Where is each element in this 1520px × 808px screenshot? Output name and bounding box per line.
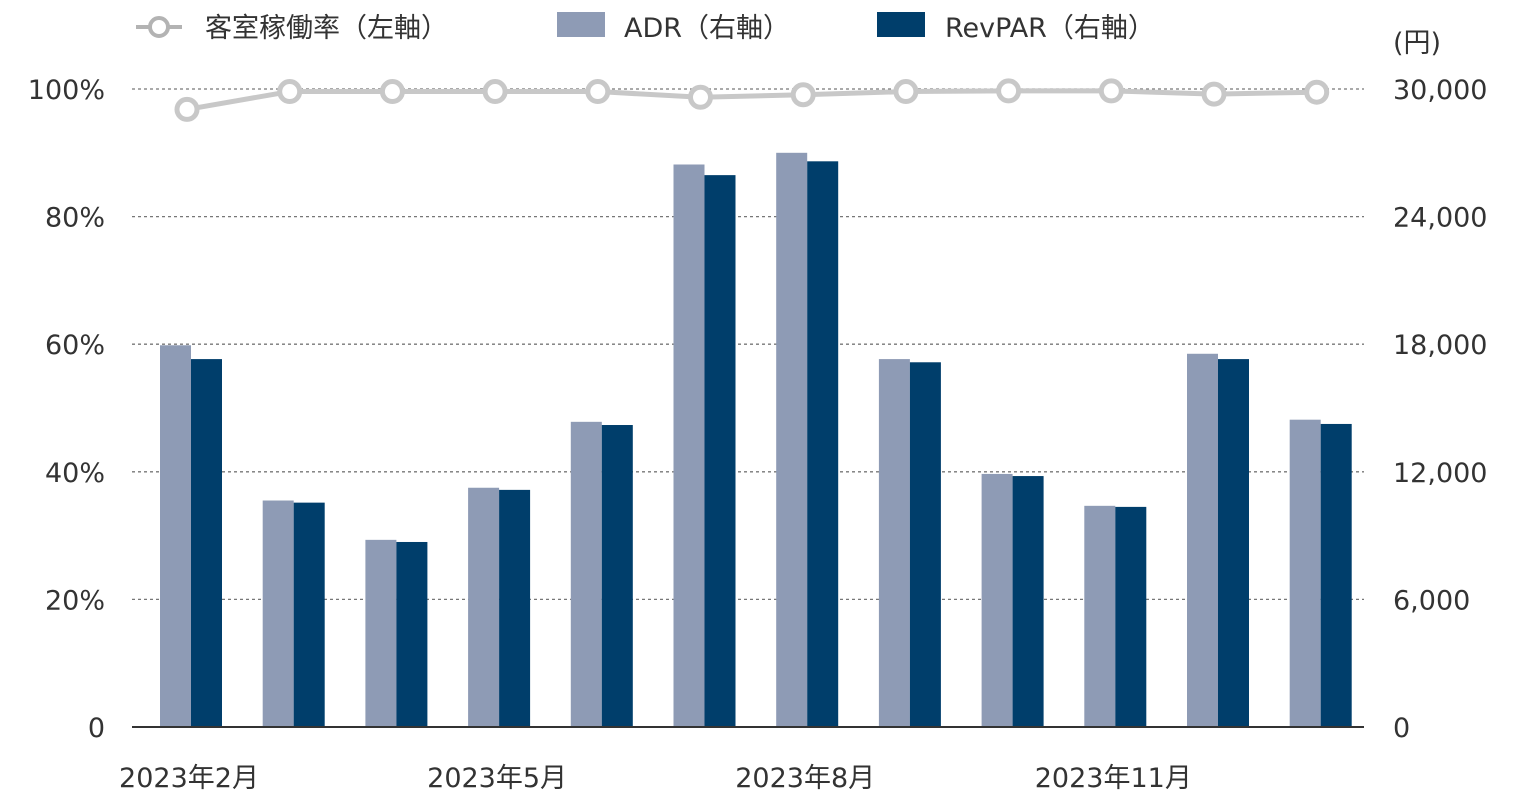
adr-bar [468,487,500,727]
revpar-bar [1218,359,1249,727]
adr-bar [1289,419,1321,727]
adr-bar [981,473,1013,727]
adr-bar [878,359,910,727]
x-tick-label: 2023年8月 [735,763,875,794]
left-tick-label: 40% [45,458,105,489]
legend-adr: ADR（右軸） [557,12,790,44]
left-tick-label: 0 [88,713,105,744]
adr-bar [570,421,602,727]
right-tick-label: 6,000 [1393,585,1470,616]
adr-bar [776,152,808,728]
left-axis: 0 20% 40% 60% 80% 100% [28,75,105,744]
occupancy-point [379,79,405,105]
revpar-bar [293,502,325,727]
right-tick-label: 24,000 [1393,203,1487,234]
x-tick-label: 2023年2月 [119,763,259,794]
legend-occupancy-marker [148,16,170,38]
occupancy-point [688,84,713,110]
legend-adr-label: ADR（右軸） [624,13,790,44]
adr-bar [365,539,397,727]
revpar-bar [396,541,428,727]
revpar-bar [807,161,839,728]
right-tick-label: 0 [1393,713,1410,744]
left-tick-label: 100% [28,75,105,106]
revpar-bar [909,362,941,727]
occupancy-point [277,79,303,105]
legend-revpar-label: RevPAR（右軸） [945,13,1155,44]
adr-bar [160,345,191,727]
x-axis: 2023年2月 2023年5月 2023年8月 2023年11月 [119,763,1192,794]
left-tick-label: 80% [45,203,105,234]
legend-adr-swatch [557,12,605,37]
revpar-bar [704,175,736,727]
occupancy-point [996,78,1022,104]
legend: 客室稼働率（左軸） ADR（右軸） RevPAR（右軸） [136,12,1155,44]
adr-bar [262,500,294,727]
occupancy-point [585,79,611,105]
revpar-bar [1320,423,1352,727]
left-tick-label: 60% [45,330,105,361]
right-tick-label: 18,000 [1393,330,1487,361]
occupancy-line-series [174,78,1330,122]
legend-revpar: RevPAR（右軸） [877,12,1155,44]
occupancy-point [1098,78,1124,104]
occupancy-point [1304,79,1330,105]
x-tick-label: 2023年11月 [1035,763,1192,794]
right-axis-unit: (円) [1393,28,1441,59]
revpar-bar [1012,476,1044,727]
x-tick-label: 2023年5月 [427,763,567,794]
revpar-bar [191,359,222,727]
bars [160,152,1352,728]
adr-bar [673,164,705,727]
occupancy-point [174,96,200,122]
occupancy-line [186,88,1317,112]
occupancy-point [482,79,508,105]
legend-revpar-swatch [877,12,925,37]
revpar-bar [601,425,633,727]
legend-occupancy-label: 客室稼働率（左軸） [205,13,448,44]
occupancy-point [790,82,816,108]
occupancy-point [1201,81,1227,107]
occupancy-point [893,79,919,105]
adr-bar [1084,505,1116,727]
legend-occupancy: 客室稼働率（左軸） [136,13,448,44]
right-axis: 0 6,000 12,000 18,000 24,000 30,000 [1393,75,1487,744]
revpar-bar [1115,506,1147,727]
gridlines [132,88,1364,601]
right-tick-label: 30,000 [1393,75,1487,106]
revpar-bar [499,489,531,727]
right-tick-label: 12,000 [1393,458,1487,489]
left-tick-label: 20% [45,585,105,616]
adr-bar [1187,353,1218,727]
